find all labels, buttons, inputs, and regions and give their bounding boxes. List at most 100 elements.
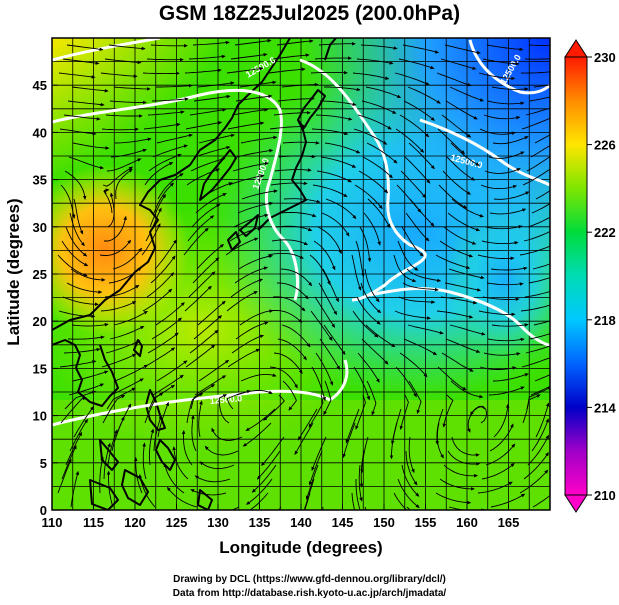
streamline	[389, 422, 398, 460]
streamline	[486, 282, 524, 286]
streamline	[193, 94, 231, 102]
streamline	[355, 394, 366, 430]
streamline	[184, 285, 212, 312]
streamline	[150, 43, 188, 48]
streamline	[269, 124, 307, 130]
streamline	[526, 156, 550, 172]
streamline	[318, 41, 356, 46]
colorbar-label: 230	[594, 50, 616, 65]
streamline	[351, 254, 362, 291]
streamline	[393, 254, 417, 282]
streamline	[493, 403, 510, 438]
streamline	[277, 338, 307, 361]
streamline	[181, 430, 193, 466]
streamline	[189, 108, 227, 116]
streamline	[273, 352, 303, 374]
streamline	[103, 188, 113, 214]
streamline	[152, 374, 184, 396]
streamline	[237, 201, 274, 214]
streamline	[104, 284, 140, 298]
streamline	[315, 352, 334, 386]
streamline	[155, 302, 185, 326]
streamline	[360, 44, 398, 50]
streamline	[351, 492, 356, 510]
streamline	[279, 212, 317, 218]
streamline	[519, 245, 550, 256]
streamline	[488, 151, 525, 159]
streamline	[393, 492, 408, 510]
streamline	[263, 394, 285, 421]
streamline	[322, 268, 339, 303]
streamline	[358, 170, 389, 194]
streamline	[446, 156, 476, 181]
streamline	[148, 153, 182, 172]
streamline	[230, 52, 268, 60]
streamline	[436, 310, 474, 319]
streamline	[398, 296, 436, 304]
x-tick-label: 160	[456, 515, 478, 530]
streamline	[197, 81, 235, 88]
streamline	[365, 86, 402, 98]
streamline	[493, 191, 530, 200]
streamline	[522, 168, 550, 186]
streamline	[245, 408, 276, 431]
y-axis-label: Latitude (degrees)	[4, 198, 23, 346]
streamline	[394, 72, 430, 86]
streamline	[523, 231, 550, 242]
streamline	[523, 452, 549, 480]
streamline	[150, 255, 176, 284]
colorbar-body	[564, 56, 588, 496]
streamline	[492, 373, 529, 382]
x-tick-label: 145	[332, 515, 354, 530]
streamline	[183, 227, 209, 256]
streamline	[311, 128, 349, 136]
streamline	[356, 58, 394, 65]
streamline	[282, 380, 297, 411]
streamline	[357, 114, 392, 130]
streamline	[483, 114, 521, 120]
streamline	[105, 114, 143, 118]
streamline	[324, 86, 361, 92]
streamline	[316, 170, 353, 183]
streamline	[172, 446, 189, 480]
streamline	[445, 100, 478, 120]
streamline	[324, 142, 361, 154]
streamline	[145, 207, 162, 242]
streamline	[321, 212, 350, 237]
streamline	[66, 282, 103, 294]
streamline	[100, 301, 137, 312]
streamline	[99, 239, 132, 256]
streamline	[491, 86, 529, 91]
streamline	[241, 189, 278, 200]
streamline	[138, 474, 156, 508]
streamline	[195, 193, 227, 214]
streamline	[521, 117, 550, 130]
streamline	[294, 422, 314, 455]
streamline	[190, 157, 226, 172]
streamline	[272, 53, 310, 60]
streamline	[352, 310, 379, 338]
streamline	[487, 337, 525, 342]
streamline	[365, 324, 396, 348]
streamline	[447, 212, 481, 232]
colorbar-label: 214	[594, 400, 616, 415]
streamline	[61, 240, 89, 267]
streamline	[69, 212, 85, 247]
streamline	[193, 315, 223, 340]
streamline	[407, 324, 444, 335]
streamline	[261, 436, 285, 466]
streamline	[231, 108, 269, 116]
streamline	[113, 310, 148, 326]
streamline	[527, 434, 549, 466]
streamline	[199, 461, 235, 470]
streamline	[226, 66, 264, 74]
streamline	[189, 329, 219, 354]
map-title: GSM 18Z25Jul2025 (200.0hPa)	[158, 2, 461, 25]
streamline	[492, 136, 529, 145]
streamline	[314, 296, 336, 328]
streamline	[531, 203, 550, 214]
streamline	[312, 184, 348, 198]
streamline	[534, 374, 550, 382]
streamline	[280, 268, 313, 287]
streamline	[245, 478, 273, 505]
